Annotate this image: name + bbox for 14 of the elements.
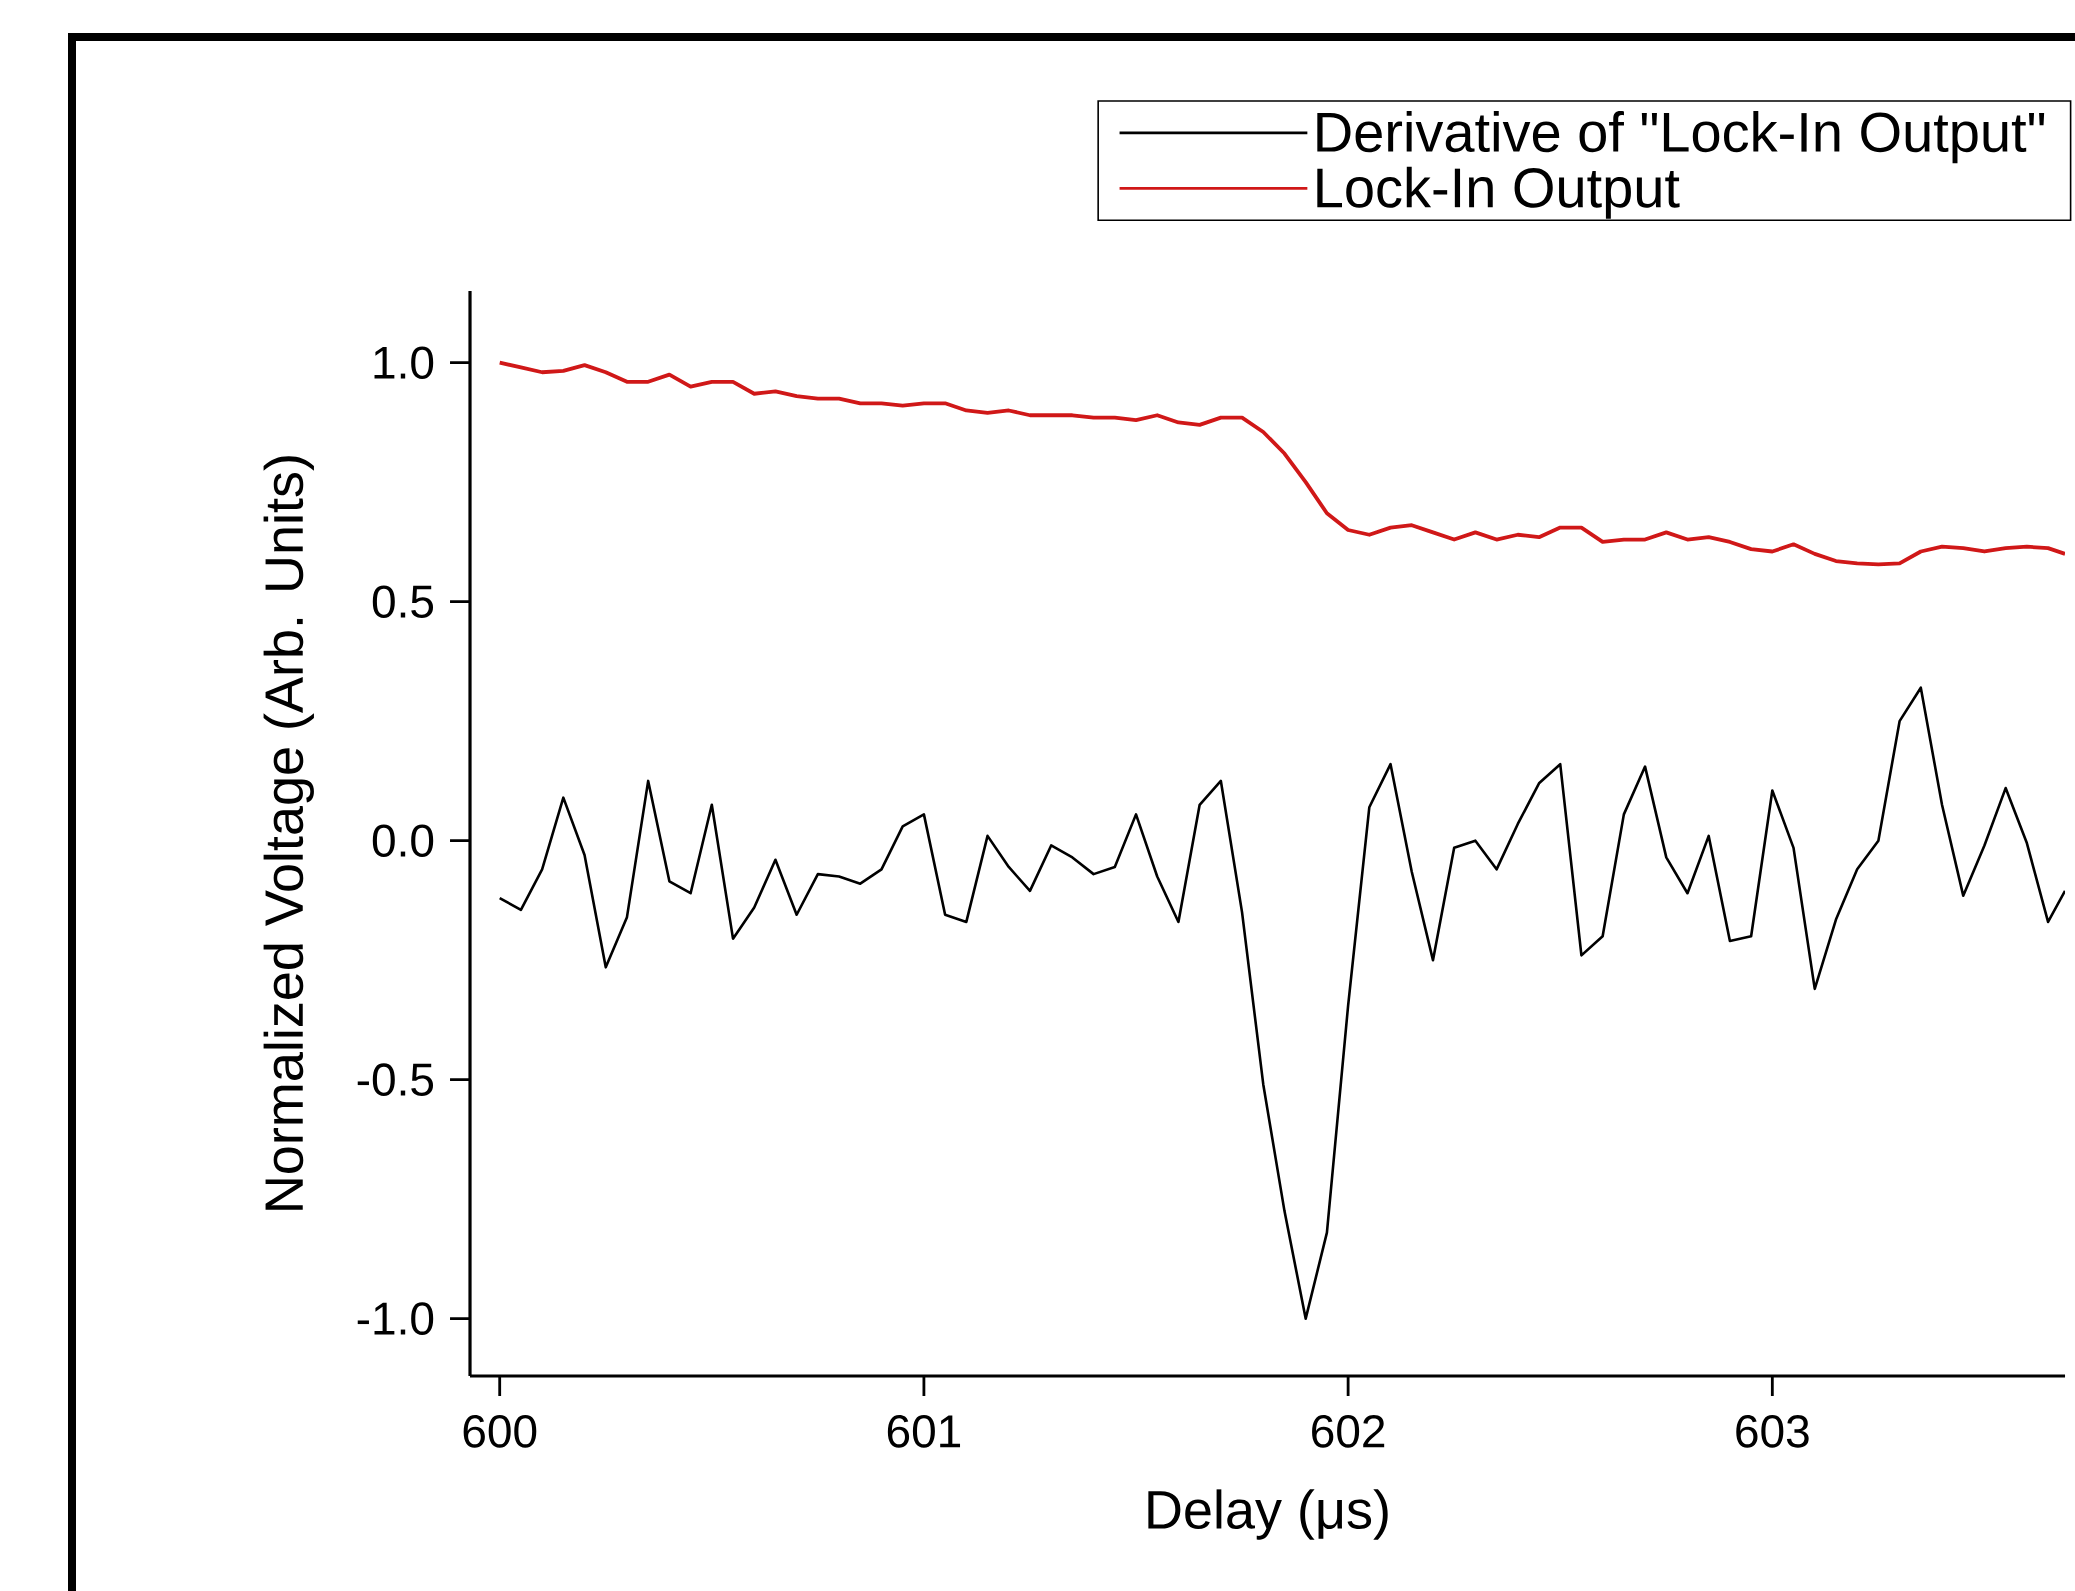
legend-label: Lock-In Output [1317,166,1680,219]
x-axis-title: Delay (μs) [1148,1489,1388,1540]
x-tick-label: 601 [887,1415,961,1448]
legend-label: Derivative of "Lock-In Output" [1317,111,2045,164]
y-tick-label: 1.0 [374,346,434,379]
x-tick-label: 600 [463,1415,537,1448]
y-tick-label: -1.0 [357,1302,434,1335]
y-axis-title: Normalized Voltage (Arb. Units) [263,456,314,1210]
x-tick-label: 602 [1312,1415,1385,1448]
x-tick-label: 603 [1736,1415,1809,1448]
y-tick-label: -0.5 [357,1063,434,1096]
y-tick-label: 0.5 [372,585,434,618]
line-series [498,686,2066,1320]
y-tick-label: 0.0 [372,824,434,857]
